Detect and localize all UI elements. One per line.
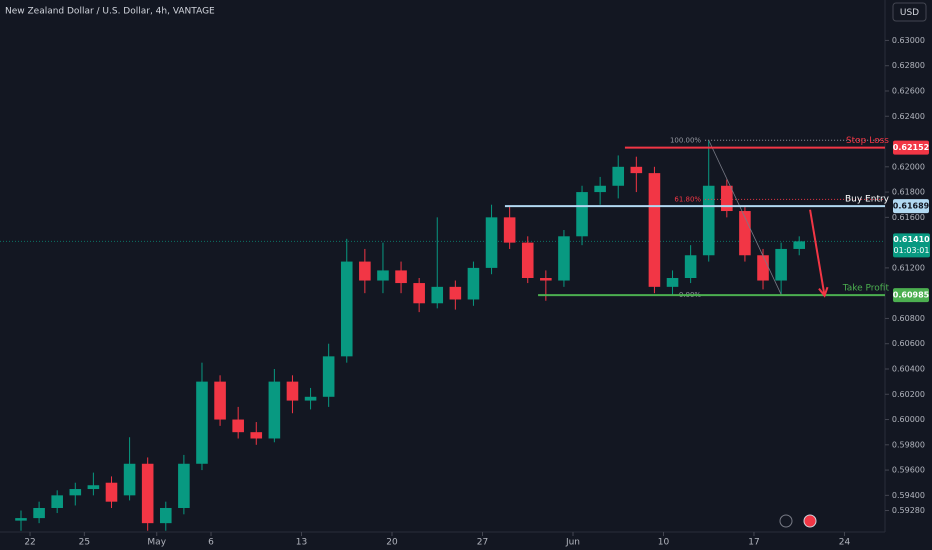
candle-body bbox=[721, 185, 733, 212]
price-badge bbox=[893, 140, 929, 155]
candle-body bbox=[702, 185, 715, 256]
countdown: 01:03:01 bbox=[894, 246, 930, 255]
y-tick-label: 0.60600 bbox=[892, 339, 925, 348]
y-tick-label: 0.59800 bbox=[892, 440, 925, 449]
candle-body bbox=[467, 267, 480, 300]
x-tick-label: 13 bbox=[296, 538, 307, 548]
candle-body bbox=[159, 507, 172, 524]
price-badge bbox=[893, 199, 929, 214]
chart-title: New Zealand Dollar / U.S. Dollar, 4h, VA… bbox=[5, 7, 215, 17]
y-tick-label: 0.62000 bbox=[892, 162, 925, 171]
candle-body bbox=[15, 518, 27, 521]
candle-body bbox=[775, 248, 787, 281]
candle-body bbox=[485, 217, 498, 268]
y-tick-label: 0.59400 bbox=[892, 491, 925, 500]
candle-body bbox=[286, 381, 299, 401]
candle-body bbox=[377, 270, 389, 281]
x-tick-label: 25 bbox=[79, 538, 90, 548]
candle-body bbox=[51, 495, 63, 508]
candle-body bbox=[666, 278, 679, 287]
y-tick-label: 0.63000 bbox=[892, 36, 925, 45]
candle-body bbox=[413, 283, 425, 304]
candle-body bbox=[540, 278, 552, 281]
candle-body bbox=[178, 463, 190, 508]
x-tick-label: 24 bbox=[839, 538, 851, 548]
arrow-head bbox=[818, 286, 829, 298]
y-tick-label: 0.61200 bbox=[892, 263, 925, 272]
level-name: Buy Entry bbox=[845, 195, 890, 205]
y-tick-label: 0.61800 bbox=[892, 188, 925, 197]
icon[interactable] bbox=[779, 514, 793, 528]
level-name: Take Profit bbox=[842, 284, 890, 294]
y-tick-label: 0.59280 bbox=[892, 506, 925, 515]
y-tick-label: 0.62600 bbox=[892, 86, 925, 95]
candle-body bbox=[594, 185, 606, 193]
candle-body bbox=[33, 507, 45, 519]
candle-body bbox=[340, 261, 353, 357]
candle-body bbox=[250, 432, 263, 439]
candle-body bbox=[232, 419, 244, 433]
currency-button[interactable] bbox=[892, 2, 927, 22]
x-tick-label: 22 bbox=[24, 538, 35, 548]
y-tick-label: 0.60200 bbox=[892, 390, 925, 399]
price-badge bbox=[893, 288, 929, 303]
x-tick-label: 27 bbox=[477, 538, 488, 548]
candle-body bbox=[757, 255, 769, 281]
candle-body bbox=[630, 166, 643, 174]
icon[interactable] bbox=[803, 514, 817, 528]
candle-body bbox=[268, 381, 281, 439]
candle-body bbox=[739, 211, 751, 256]
candle-body bbox=[576, 192, 588, 237]
y-tick-label: 0.59600 bbox=[892, 466, 925, 475]
candle-body bbox=[793, 241, 806, 249]
price-badge-label: 0.62152 bbox=[893, 143, 929, 152]
fib-label: 61.80% bbox=[674, 195, 701, 203]
candle-body bbox=[431, 286, 444, 304]
candle-body bbox=[141, 463, 154, 524]
y-tick-label: 0.60400 bbox=[892, 364, 925, 373]
candle-body bbox=[612, 166, 625, 186]
trend-line bbox=[708, 140, 782, 295]
current-price-label: 0.61410 bbox=[893, 235, 930, 244]
candle-body bbox=[304, 396, 317, 401]
x-tick-label: Jun bbox=[565, 538, 580, 548]
candle-body bbox=[105, 482, 118, 502]
price-badge-label: 0.60985 bbox=[893, 291, 930, 300]
candle-body bbox=[395, 270, 407, 284]
current-price-badge bbox=[893, 233, 930, 258]
y-tick-label: 0.61600 bbox=[892, 213, 925, 222]
currency-label[interactable]: USD bbox=[900, 8, 919, 18]
x-tick-label: 6 bbox=[208, 538, 214, 548]
y-tick-label: 0.62400 bbox=[892, 112, 925, 121]
y-tick-label: 0.60800 bbox=[892, 314, 925, 323]
x-tick-label: 17 bbox=[748, 538, 759, 548]
candle-body bbox=[503, 217, 516, 243]
level-name: Stop Loss bbox=[846, 136, 889, 146]
candle-body bbox=[322, 356, 335, 397]
x-tick-label: 10 bbox=[658, 538, 670, 548]
candle-body bbox=[449, 286, 462, 300]
y-tick-label: 0.60000 bbox=[892, 415, 925, 424]
fib-label: 100.00% bbox=[670, 136, 701, 144]
candle-body bbox=[521, 242, 534, 279]
candle-body bbox=[684, 255, 697, 279]
x-tick-label: 20 bbox=[386, 538, 398, 548]
y-tick-label: 0.62800 bbox=[892, 61, 925, 70]
candle-body bbox=[87, 485, 100, 490]
arrow-shaft bbox=[809, 209, 826, 296]
price-badge-label: 0.61689 bbox=[893, 202, 930, 211]
x-tick-label: May bbox=[147, 538, 166, 548]
candle-body bbox=[648, 173, 661, 287]
candle-body bbox=[558, 236, 570, 281]
candle-body bbox=[214, 381, 226, 420]
candle-body bbox=[123, 463, 136, 496]
candle-body bbox=[196, 381, 208, 464]
candle-body bbox=[359, 261, 371, 281]
candle-body bbox=[69, 489, 82, 496]
